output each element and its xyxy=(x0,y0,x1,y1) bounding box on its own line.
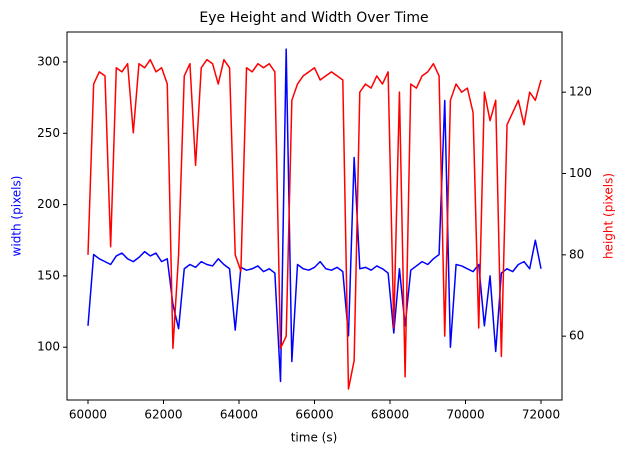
x-tick-label: 66000 xyxy=(295,408,333,422)
y2-tick-label: 100 xyxy=(569,166,592,180)
y-tick-label: 100 xyxy=(37,340,60,354)
y2-tick-label: 120 xyxy=(569,85,592,99)
y-tick-label: 300 xyxy=(37,54,60,68)
plot-frame xyxy=(66,31,563,401)
x-tick-label: 72000 xyxy=(522,408,560,422)
y2-tick-label: 60 xyxy=(569,329,584,343)
x-axis-label: time (s) xyxy=(291,431,338,445)
x-tick-label: 60000 xyxy=(69,408,107,422)
y-tick-label: 150 xyxy=(37,268,60,282)
chart-title: Eye Height and Width Over Time xyxy=(199,10,428,26)
y2-tick-label: 80 xyxy=(569,247,584,261)
y-tick-label: 200 xyxy=(37,197,60,211)
x-tick-label: 68000 xyxy=(371,408,409,422)
y2-axis-label: height (pixels) xyxy=(602,173,616,259)
x-tick-label: 64000 xyxy=(220,408,258,422)
x-tick-label: 70000 xyxy=(446,408,484,422)
y-tick-label: 250 xyxy=(37,126,60,140)
x-tick-label: 62000 xyxy=(144,408,182,422)
series-line xyxy=(87,48,542,383)
series-line xyxy=(87,58,542,390)
y-axis-label: width (pixels) xyxy=(10,176,24,257)
